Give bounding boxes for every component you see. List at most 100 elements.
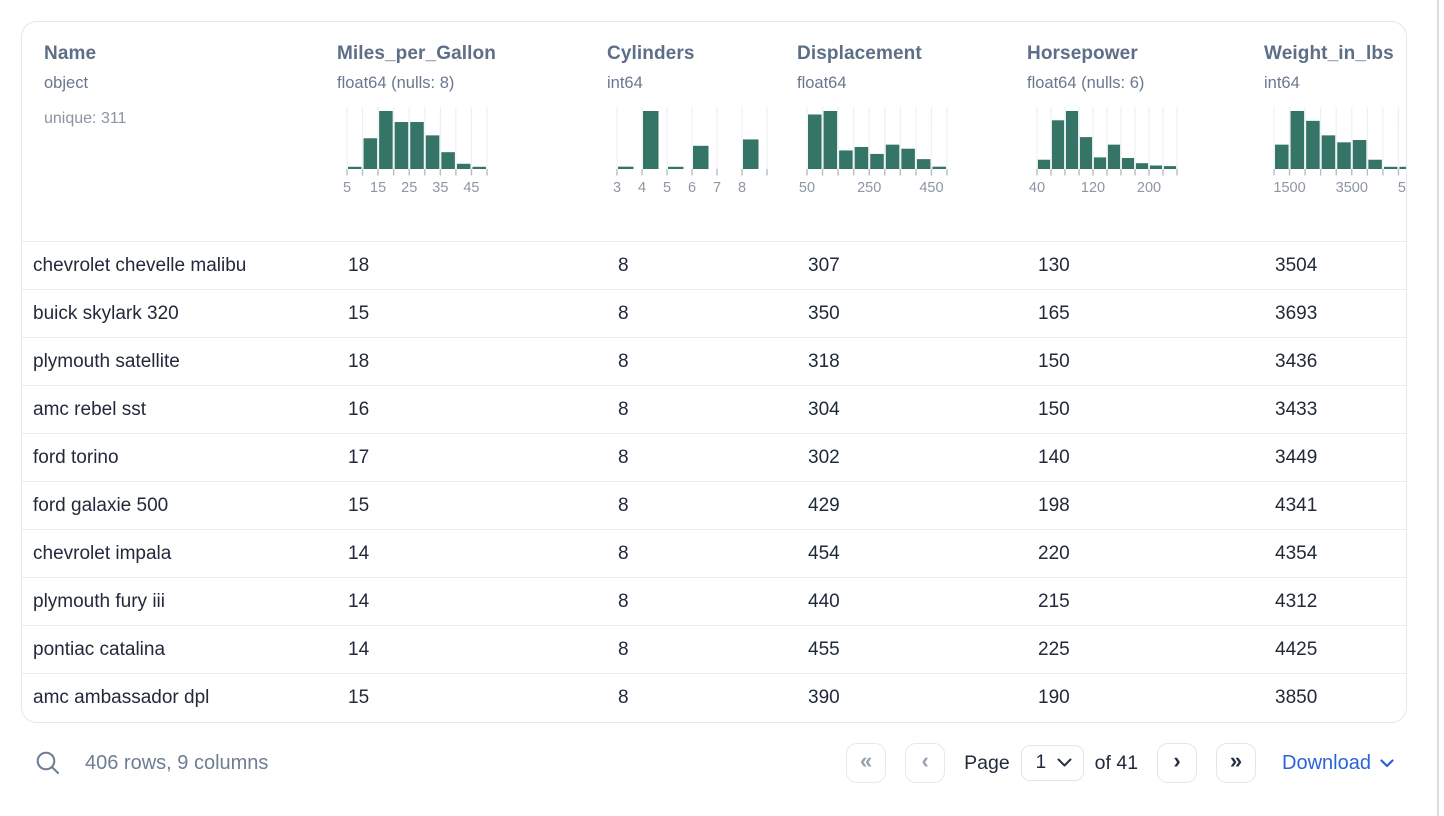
histogram-miles-per-gallon[interactable]: 5 15 25 35 45 [337,105,505,197]
svg-text:3: 3 [613,180,621,196]
cell-miles-per-gallon: 17 [348,446,370,468]
last-page-button[interactable]: » [1216,743,1257,783]
cell-weight-in-lbs: 3436 [1275,350,1318,372]
table-row[interactable]: buick skylark 320 15 8 350 165 3693 [22,290,1406,338]
cell-displacement: 454 [808,542,840,564]
cell-displacement: 302 [808,446,840,468]
table-row[interactable]: pontiac catalina 14 8 455 225 4425 [22,626,1406,674]
column-dtype: float64 (nulls: 8) [337,74,455,92]
table-row[interactable]: amc rebel sst 16 8 304 150 3433 [22,386,1406,434]
page-select[interactable]: 1 [1020,745,1084,781]
cell-weight-in-lbs: 3850 [1275,687,1318,708]
histogram-cylinders[interactable]: 3 4 5 6 7 8 [607,105,785,197]
cell-horsepower: 165 [1038,302,1070,324]
prev-page-button[interactable]: ‹ [905,743,946,783]
svg-text:15: 15 [370,180,386,196]
next-page-button[interactable]: › [1157,743,1198,783]
cell-miles-per-gallon: 15 [348,687,370,708]
cell-weight-in-lbs: 4312 [1275,590,1318,612]
cell-cylinders: 8 [618,687,629,708]
cell-horsepower: 140 [1038,446,1070,468]
cell-horsepower: 198 [1038,494,1070,516]
table-row[interactable]: plymouth satellite 18 8 318 150 3436 [22,338,1406,386]
cell-name: chevrolet chevelle malibu [33,254,247,276]
cell-weight-in-lbs: 3693 [1275,302,1318,324]
cell-horsepower: 215 [1038,590,1070,612]
table-row[interactable]: ford galaxie 500 15 8 429 198 4341 [22,482,1406,530]
cell-cylinders: 8 [618,638,629,660]
column-unique-count: unique: 311 [44,110,127,127]
column-dtype: float64 (nulls: 6) [1027,74,1145,92]
cell-cylinders: 8 [618,542,629,564]
cell-name: amc rebel sst [33,398,146,420]
cell-miles-per-gallon: 16 [348,398,370,420]
column-title: Name [44,43,97,64]
cell-name: plymouth satellite [33,350,180,372]
table-row[interactable]: ford torino 17 8 302 140 3449 [22,434,1406,482]
table-row[interactable]: chevrolet impala 14 8 454 220 4354 [22,530,1406,578]
cell-horsepower: 225 [1038,638,1070,660]
cell-cylinders: 8 [618,590,629,612]
table-row[interactable]: plymouth fury iii 14 8 440 215 4312 [22,578,1406,626]
column-title: Weight_in_lbs [1264,43,1394,64]
cell-cylinders: 8 [618,350,629,372]
cell-horsepower: 220 [1038,542,1070,564]
first-page-button[interactable]: « [846,743,887,783]
histogram-weight-in-lbs[interactable]: 1500 3500 5500 [1264,105,1407,197]
cell-displacement: 440 [808,590,840,612]
cell-displacement: 307 [808,254,840,276]
cell-displacement: 429 [808,494,840,516]
chevron-down-icon [1380,758,1394,767]
column-header-cylinders[interactable]: Cylinders int64 3 4 5 6 7 8 [607,22,797,241]
column-dtype: int64 [607,74,643,92]
cell-name: plymouth fury iii [33,590,165,612]
svg-text:5: 5 [663,180,671,196]
histogram-displacement[interactable]: 50 250 450 [797,105,965,197]
page-count-label: of 41 [1094,751,1139,774]
cell-weight-in-lbs: 4354 [1275,542,1318,564]
column-header-weight-in-lbs[interactable]: Weight_in_lbs int64 1500 3500 5500 [1264,22,1407,241]
download-button[interactable]: Download [1282,752,1394,775]
cell-cylinders: 8 [618,494,629,516]
svg-text:250: 250 [857,180,881,196]
footer-left: 406 rows, 9 columns [21,750,268,776]
cell-weight-in-lbs: 3504 [1275,254,1318,276]
cell-displacement: 455 [808,638,840,660]
column-header-name[interactable]: Name object unique: 311 [22,22,337,241]
cell-miles-per-gallon: 18 [348,254,370,276]
column-dtype: object [44,74,89,92]
column-header-miles-per-gallon[interactable]: Miles_per_Gallon float64 (nulls: 8) 5 15 25 3… [337,22,607,241]
cell-displacement: 350 [808,302,840,324]
chevron-down-icon [1057,758,1072,767]
svg-text:25: 25 [401,180,417,196]
cell-horsepower: 130 [1038,254,1070,276]
cell-cylinders: 8 [618,254,629,276]
table-body: chevrolet chevelle malibu 18 8 307 130 3504 bu… [22,242,1406,722]
cell-miles-per-gallon: 15 [348,494,370,516]
column-header-displacement[interactable]: Displacement float64 50 250 450 [797,22,1027,241]
table-row[interactable]: chevrolet chevelle malibu 18 8 307 130 3504 [22,242,1406,290]
adjacent-panel-edge [1437,0,1439,816]
histogram-horsepower[interactable]: 40 120 200 [1027,105,1195,197]
table-row[interactable]: amc ambassador dpl 15 8 390 190 3850 [22,674,1406,722]
svg-text:5: 5 [343,180,351,196]
cell-miles-per-gallon: 18 [348,350,370,372]
cell-name: buick skylark 320 [33,302,179,324]
column-header-horsepower[interactable]: Horsepower float64 (nulls: 6) 40 120 200 [1027,22,1264,241]
cell-weight-in-lbs: 4341 [1275,494,1318,516]
cell-name: chevrolet impala [33,542,172,564]
cell-horsepower: 190 [1038,687,1070,708]
svg-text:5500: 5500 [1398,180,1407,196]
cell-displacement: 318 [808,350,840,372]
page-select-value: 1 [1035,752,1047,773]
column-title: Miles_per_Gallon [337,43,496,64]
search-icon[interactable] [35,750,61,776]
cell-horsepower: 150 [1038,398,1070,420]
svg-text:450: 450 [919,180,943,196]
cell-weight-in-lbs: 3433 [1275,398,1318,420]
footer-right: « ‹ Page 1 of 41 › » Download [846,743,1394,783]
cell-weight-in-lbs: 4425 [1275,638,1318,660]
cell-miles-per-gallon: 14 [348,638,370,660]
table-footer: 406 rows, 9 columns « ‹ Page 1 of 41 › »… [21,740,1394,786]
